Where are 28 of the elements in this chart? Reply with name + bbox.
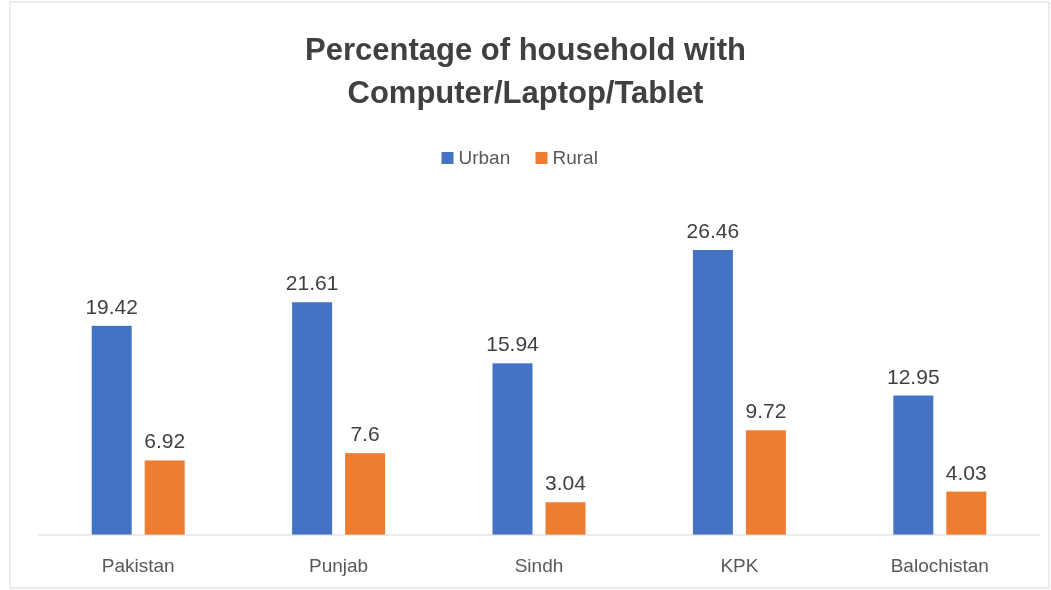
bar — [292, 302, 333, 535]
bar — [946, 491, 987, 535]
data-label: 19.42 — [85, 294, 138, 318]
data-label: 9.72 — [745, 399, 787, 423]
data-label: 26.46 — [686, 219, 740, 242]
bar — [692, 250, 733, 535]
bar — [91, 325, 132, 535]
x-tick-label: Punjab — [309, 555, 369, 576]
data-label: 3.04 — [545, 471, 587, 495]
bar — [893, 395, 934, 535]
legend-label: Rural — [552, 147, 598, 168]
data-label: 15.94 — [486, 332, 540, 356]
x-tick-label: Pakistan — [101, 555, 175, 576]
x-tick-label: KPK — [720, 555, 759, 576]
legend-label: Urban — [458, 147, 511, 168]
bar — [144, 460, 185, 535]
data-label: 21.61 — [285, 271, 339, 295]
chart-title: Percentage of household with Computer/Laptop/Tablet — [305, 32, 746, 110]
data-label: 12.95 — [887, 364, 940, 388]
data-label: 6.92 — [144, 429, 186, 453]
bar — [345, 453, 386, 535]
x-tick-label: Balochistan — [890, 555, 989, 576]
x-tick-label: Sindh — [514, 555, 564, 576]
bar — [745, 430, 786, 535]
bar — [492, 363, 533, 535]
bar — [545, 502, 586, 535]
data-label: 7.6 — [350, 422, 380, 446]
data-label: 4.03 — [945, 460, 987, 484]
